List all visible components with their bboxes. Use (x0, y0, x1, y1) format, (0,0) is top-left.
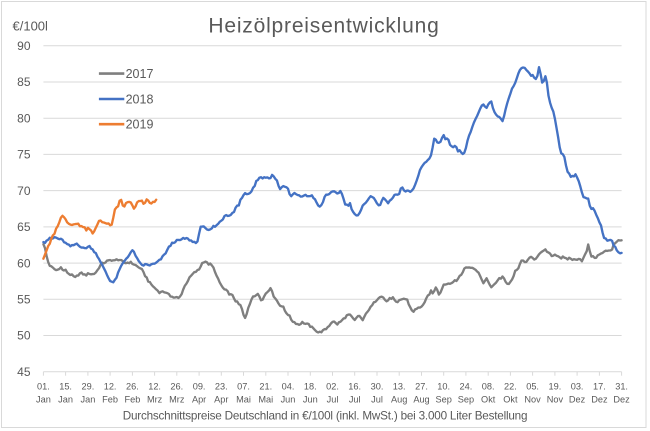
svg-text:31.: 31. (615, 381, 628, 391)
svg-text:Mai: Mai (258, 394, 273, 404)
svg-text:2017: 2017 (126, 67, 154, 81)
svg-text:30.: 30. (371, 381, 384, 391)
svg-text:Durchschnittspreise Deutschlan: Durchschnittspreise Deutschland in €/100… (123, 410, 528, 423)
svg-text:03.: 03. (571, 381, 584, 391)
svg-text:12.: 12. (148, 381, 161, 391)
svg-text:Dez: Dez (591, 394, 608, 404)
svg-text:Apr: Apr (192, 394, 206, 404)
svg-text:08.: 08. (482, 381, 495, 391)
svg-text:Jan: Jan (36, 394, 51, 404)
svg-text:27.: 27. (415, 381, 428, 391)
svg-text:Mai: Mai (236, 394, 251, 404)
svg-text:05.: 05. (526, 381, 539, 391)
svg-text:Heizölpreisentwicklung: Heizölpreisentwicklung (208, 14, 439, 37)
svg-text:23.: 23. (215, 381, 228, 391)
svg-text:Aug: Aug (391, 394, 407, 404)
svg-text:16.: 16. (348, 381, 361, 391)
svg-text:24.: 24. (460, 381, 473, 391)
svg-text:12.: 12. (104, 381, 117, 391)
svg-text:04.: 04. (282, 381, 295, 391)
svg-text:Jun: Jun (281, 394, 296, 404)
svg-text:18.: 18. (304, 381, 317, 391)
svg-text:65: 65 (17, 220, 31, 234)
svg-text:29.: 29. (82, 381, 95, 391)
svg-text:22.: 22. (504, 381, 517, 391)
svg-text:75: 75 (17, 148, 31, 162)
svg-text:26.: 26. (170, 381, 183, 391)
svg-text:€/100l: €/100l (13, 19, 49, 34)
svg-text:02.: 02. (326, 381, 339, 391)
svg-text:Feb: Feb (102, 394, 118, 404)
svg-text:Jan: Jan (58, 394, 73, 404)
svg-text:Mrz: Mrz (147, 394, 163, 404)
svg-text:Nov: Nov (524, 394, 541, 404)
svg-text:21.: 21. (259, 381, 272, 391)
svg-text:26.: 26. (126, 381, 139, 391)
svg-text:80: 80 (17, 111, 31, 125)
svg-text:90: 90 (17, 39, 31, 53)
svg-text:Mrz: Mrz (169, 394, 185, 404)
svg-text:Jul: Jul (349, 394, 361, 404)
svg-text:Nov: Nov (547, 394, 564, 404)
svg-text:Sep: Sep (458, 394, 474, 404)
svg-text:Jan: Jan (80, 394, 95, 404)
svg-text:01.: 01. (37, 381, 50, 391)
svg-text:Okt: Okt (481, 394, 496, 404)
svg-text:Okt: Okt (503, 394, 518, 404)
svg-text:Jun: Jun (303, 394, 318, 404)
svg-text:Dez: Dez (569, 394, 586, 404)
svg-text:17.: 17. (593, 381, 606, 391)
svg-text:Apr: Apr (214, 394, 228, 404)
svg-text:70: 70 (17, 184, 31, 198)
svg-text:13.: 13. (393, 381, 406, 391)
svg-text:45: 45 (17, 365, 31, 379)
svg-text:60: 60 (17, 256, 31, 270)
svg-text:Sep: Sep (436, 394, 452, 404)
svg-text:50: 50 (17, 329, 31, 343)
svg-text:Feb: Feb (124, 394, 140, 404)
svg-text:Jul: Jul (371, 394, 383, 404)
svg-text:Aug: Aug (413, 394, 429, 404)
svg-text:85: 85 (17, 75, 31, 89)
svg-text:55: 55 (17, 293, 31, 307)
svg-text:09.: 09. (193, 381, 206, 391)
svg-text:10.: 10. (437, 381, 450, 391)
svg-text:Dez: Dez (613, 394, 630, 404)
svg-text:19.: 19. (549, 381, 562, 391)
svg-text:2018: 2018 (126, 92, 154, 106)
svg-text:15.: 15. (59, 381, 72, 391)
svg-text:07.: 07. (237, 381, 250, 391)
svg-text:Jul: Jul (327, 394, 339, 404)
svg-text:2019: 2019 (126, 118, 154, 132)
